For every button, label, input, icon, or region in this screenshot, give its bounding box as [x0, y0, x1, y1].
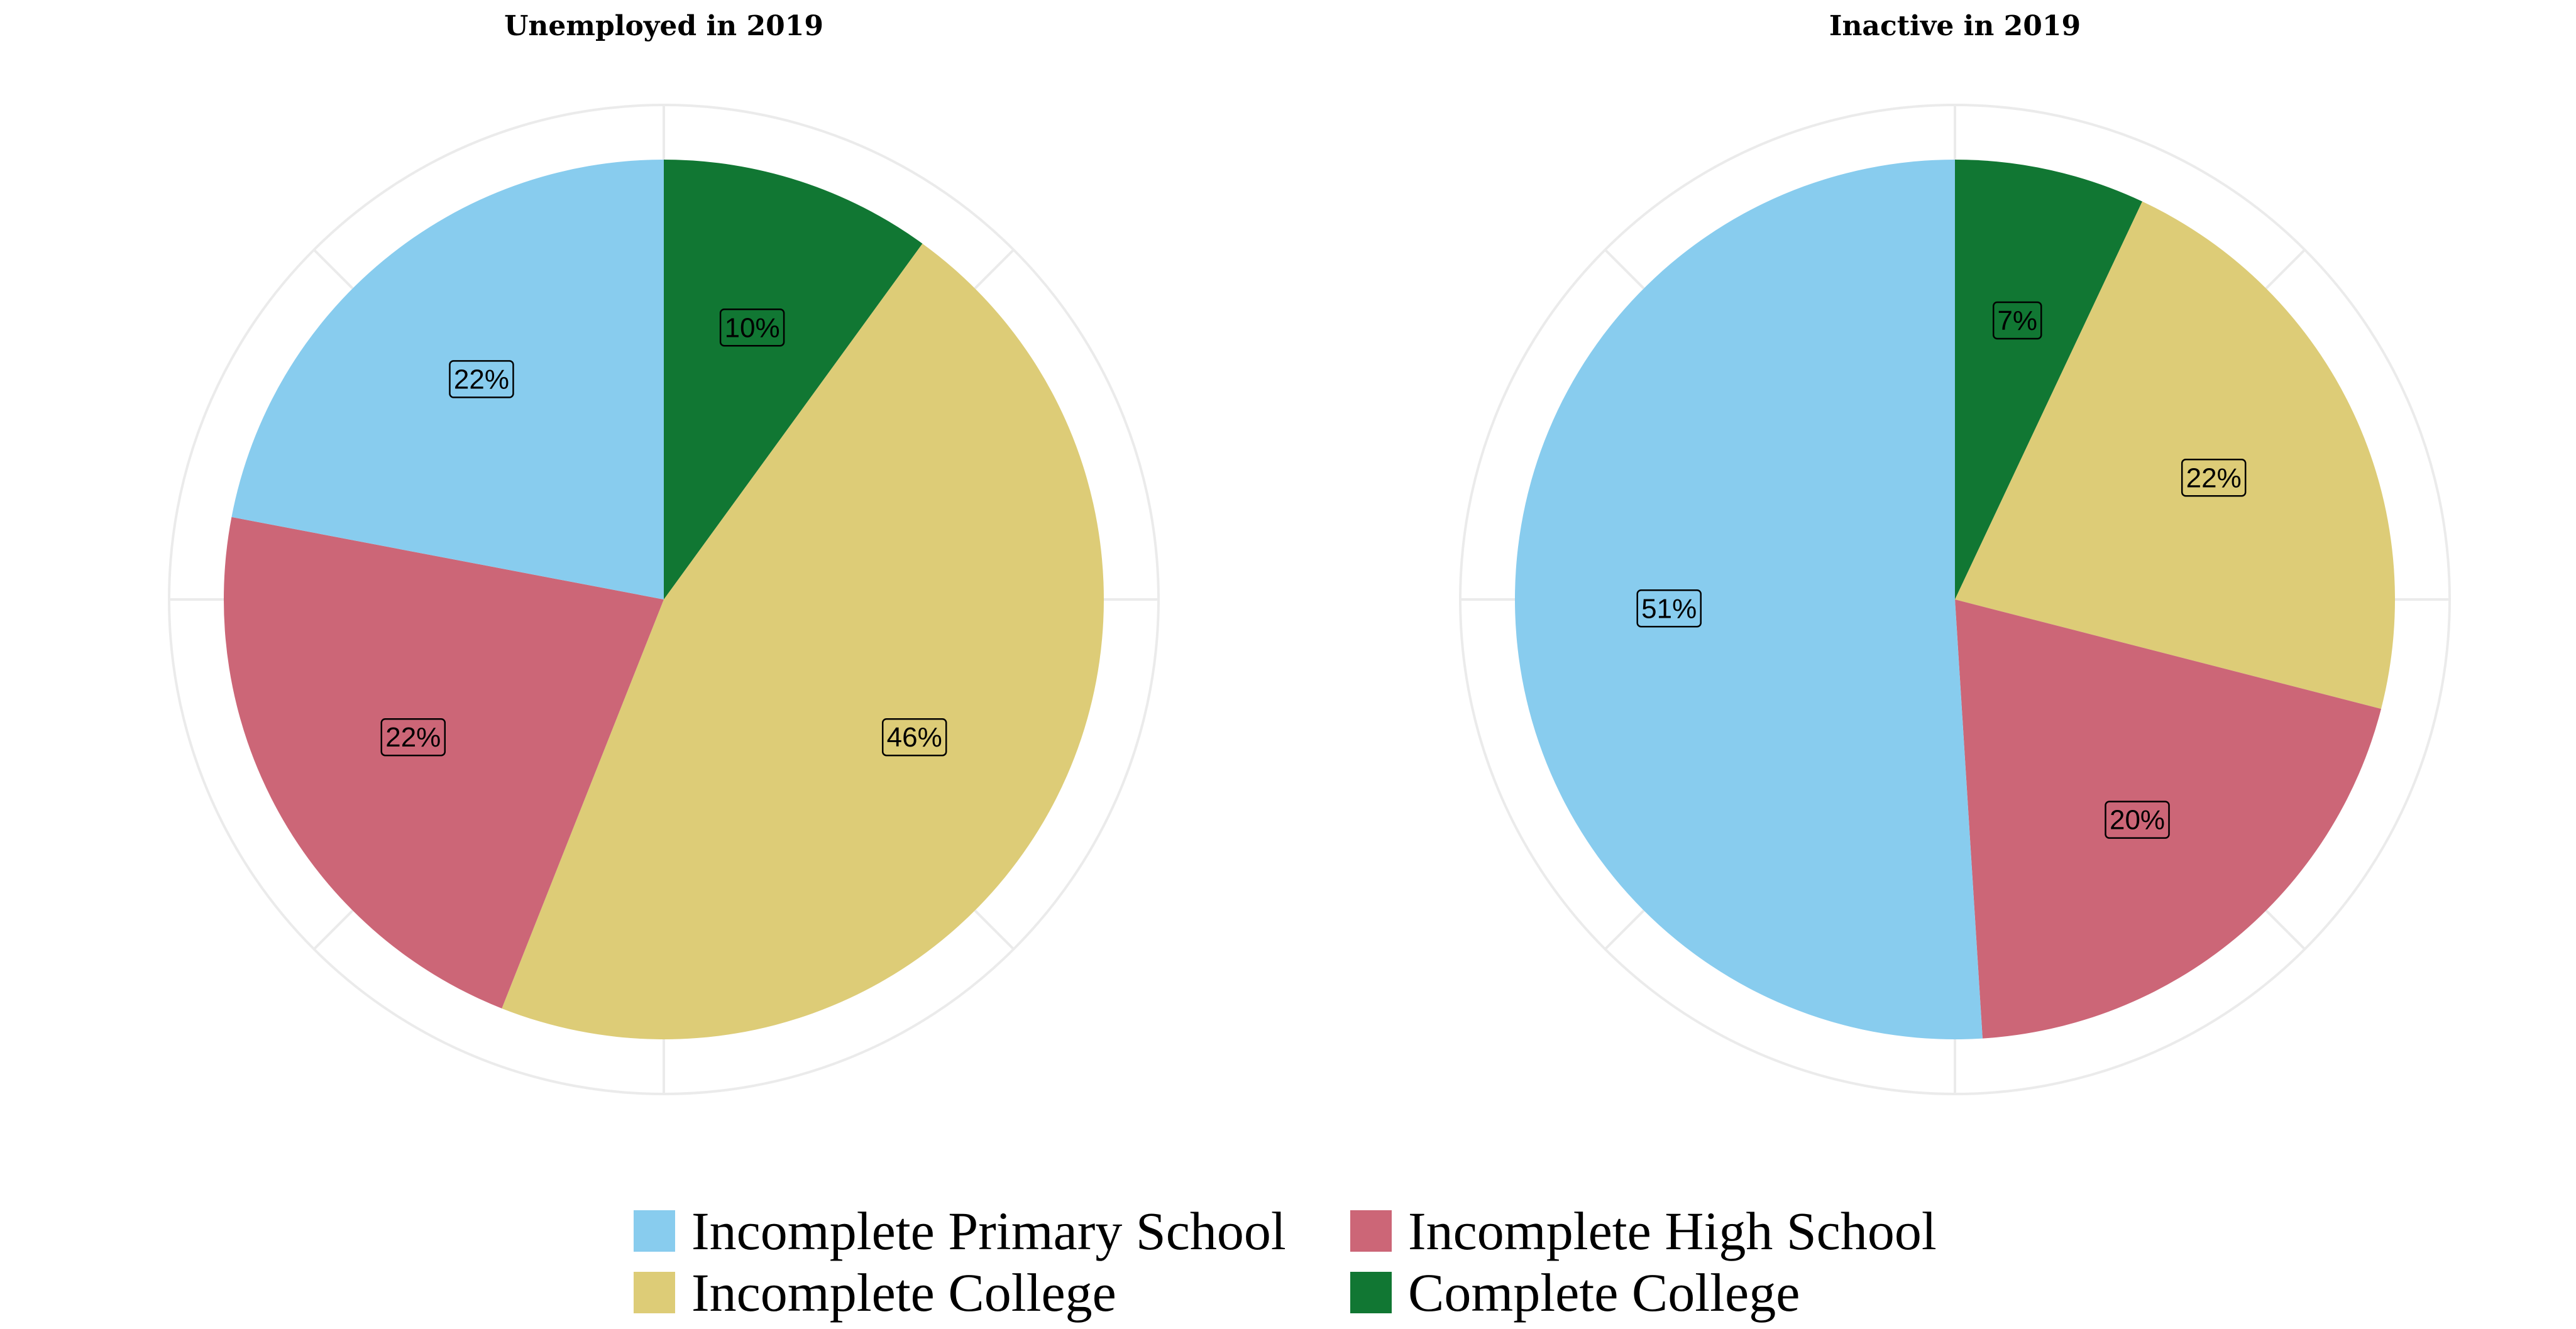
slice-complete-college	[1955, 160, 2143, 599]
grid-spoke	[1604, 909, 1645, 950]
pie-slices	[224, 159, 1104, 1039]
data-label-incomplete-college: 46%	[887, 722, 942, 753]
label-box-complete-college	[719, 309, 785, 347]
legend-swatch	[1350, 1210, 1392, 1252]
slice-complete-college	[664, 160, 923, 599]
grid-spoke	[2265, 249, 2306, 290]
grid-spoke	[1604, 249, 1645, 290]
polar-grid	[1459, 104, 2451, 1095]
pie-slices	[1514, 159, 2396, 1039]
pie-labels: 10% 46% 22% 22%	[380, 309, 947, 757]
legend-item: Incomplete Primary School	[634, 1201, 1286, 1261]
chart-title: Unemployed in 2019	[504, 10, 823, 42]
grid-spoke	[2265, 909, 2306, 950]
slice-incomplete-high-school	[224, 517, 664, 1009]
legend: Incomplete Primary School Incomplete Hig…	[634, 1201, 1937, 1323]
pie-labels: 7% 22% 20% 51%	[1636, 301, 2247, 839]
grid-spoke	[974, 249, 1015, 290]
data-label-incomplete-primary-school: 51%	[1641, 593, 1697, 624]
pie-chart-unemployed: Unemployed in 2019 10% 46% 22% 22%	[168, 10, 1160, 1095]
label-box-incomplete-high-school	[2105, 801, 2170, 839]
chart-title: Inactive in 2019	[1829, 10, 2081, 42]
label-box-incomplete-primary-school	[449, 360, 514, 398]
label-box-complete-college	[1993, 301, 2042, 340]
grid-spoke	[974, 909, 1015, 950]
label-box-incomplete-college	[2181, 459, 2247, 497]
slice-incomplete-primary-school	[231, 159, 664, 600]
legend-swatch	[634, 1272, 675, 1313]
data-label-incomplete-primary-school: 22%	[454, 364, 509, 395]
label-box-incomplete-primary-school	[1636, 589, 1702, 628]
legend-label: Incomplete High School	[1408, 1201, 1937, 1261]
pie-chart-inactive: Inactive in 2019 7% 22% 20% 51%	[1459, 10, 2451, 1095]
legend-label: Complete College	[1408, 1262, 1800, 1323]
legend-item: Complete College	[1350, 1262, 1800, 1323]
data-label-incomplete-high-school: 20%	[2110, 805, 2165, 836]
legend-item: Incomplete High School	[1350, 1201, 1937, 1261]
slice-incomplete-college	[502, 243, 1104, 1039]
data-label-complete-college: 7%	[1997, 305, 2037, 336]
data-label-incomplete-high-school: 22%	[385, 722, 441, 753]
legend-swatch	[1350, 1272, 1392, 1313]
legend-label: Incomplete College	[691, 1262, 1116, 1323]
grid-spoke	[313, 249, 354, 290]
slice-incomplete-college	[1955, 201, 2396, 709]
slice-incomplete-primary-school	[1514, 159, 1983, 1039]
grid-spoke	[313, 909, 354, 950]
polar-grid	[168, 104, 1160, 1095]
data-label-complete-college: 10%	[725, 312, 780, 343]
legend-item: Incomplete College	[634, 1262, 1116, 1323]
label-box-incomplete-college	[881, 718, 947, 757]
label-box-incomplete-high-school	[380, 718, 446, 757]
legend-swatch	[634, 1210, 675, 1252]
data-label-incomplete-college: 22%	[2186, 462, 2242, 493]
legend-label: Incomplete Primary School	[691, 1201, 1286, 1261]
